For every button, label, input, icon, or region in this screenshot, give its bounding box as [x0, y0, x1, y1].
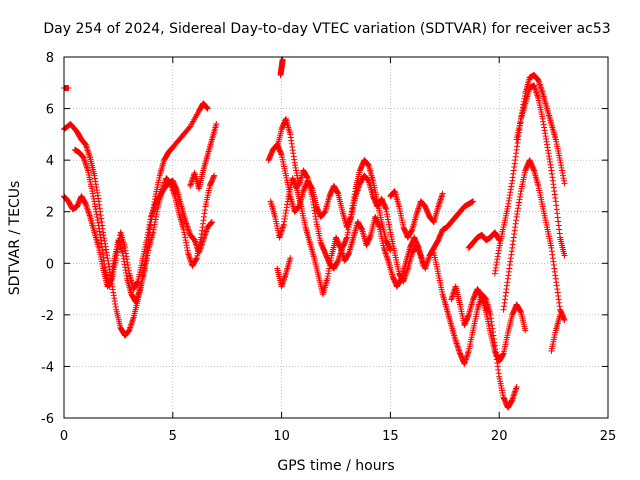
data-point [470, 198, 477, 205]
data-series [448, 283, 529, 365]
plot-frame [63, 56, 609, 419]
data-series [387, 188, 446, 241]
y-tick-label: 0 [46, 257, 54, 272]
x-axis-label: GPS time / hours [277, 458, 394, 474]
x-tick-label: 15 [382, 429, 399, 444]
y-tick-label: 8 [46, 51, 54, 66]
y-tick-label: -4 [41, 360, 54, 375]
data-point [211, 172, 218, 179]
data-point [208, 219, 215, 226]
y-tick-label: 2 [46, 206, 54, 221]
data-series [548, 311, 564, 354]
data-series [465, 229, 503, 251]
x-tick-label: 5 [169, 429, 177, 444]
y-tick-label: -6 [41, 412, 54, 427]
y-axis-label: SDTVAR / TECUs [7, 181, 23, 296]
data-series [61, 84, 72, 91]
data-point [287, 255, 294, 262]
chart-title: Day 254 of 2024, Sidereal Day-to-day VTE… [43, 21, 610, 37]
data-series [513, 82, 568, 259]
data-series [267, 175, 427, 298]
data-points [61, 56, 568, 411]
data-series [277, 56, 286, 79]
data-series [430, 249, 520, 411]
data-series [274, 255, 294, 290]
axis-ticks: 0 5 10 15 20 25 -6 -4 -2 0 2 4 6 8 [41, 51, 616, 444]
data-point [65, 84, 72, 91]
y-tick-label: -2 [41, 309, 54, 324]
data-series [71, 146, 218, 305]
data-point [561, 317, 568, 324]
data-series [61, 177, 215, 293]
x-tick-label: 0 [60, 429, 68, 444]
y-tick-label: 4 [46, 154, 54, 169]
x-tick-label: 25 [600, 429, 617, 444]
data-point [513, 384, 520, 391]
y-tick-label: 6 [46, 103, 54, 118]
data-point [439, 190, 446, 197]
data-series [61, 100, 211, 339]
data-point [420, 262, 427, 269]
data-series [274, 115, 394, 272]
data-point [204, 105, 211, 112]
data-point [561, 252, 568, 259]
data-point [561, 180, 568, 187]
data-series [187, 121, 220, 192]
data-series [500, 157, 568, 324]
x-tick-label: 10 [273, 429, 290, 444]
data-point [213, 121, 220, 128]
data-point [387, 247, 394, 254]
data-point [557, 311, 564, 318]
data-point [279, 56, 286, 63]
data-series [491, 72, 568, 277]
x-tick-label: 20 [491, 429, 508, 444]
data-point [522, 327, 529, 334]
